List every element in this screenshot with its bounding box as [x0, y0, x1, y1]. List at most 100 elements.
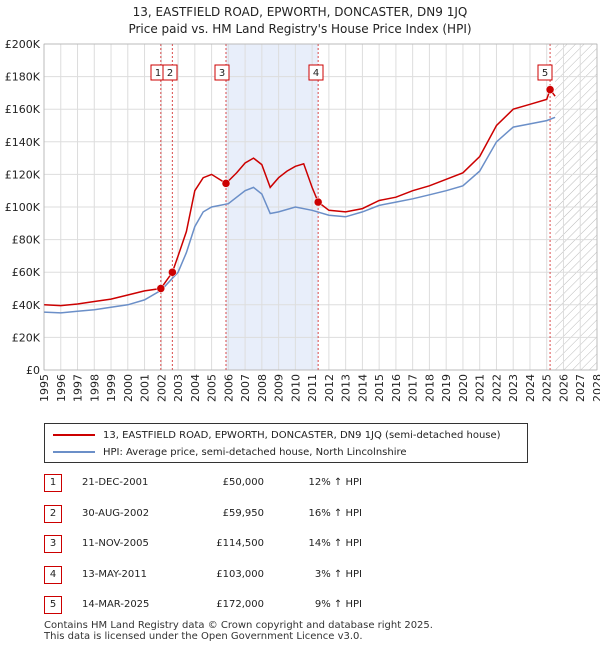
sale-number-box [214, 64, 230, 81]
sale-price: £50,000 [222, 477, 264, 488]
sale-row: 3 11-NOV-2005 £114,500 14% ↑ HPI [44, 535, 564, 553]
sale-hpi-change: 12% ↑ HPI [308, 477, 362, 488]
legend-swatch-hpi [53, 451, 95, 453]
x-tick-label: 1995 [38, 374, 51, 402]
sale-row: 2 30-AUG-2002 £59,950 16% ↑ HPI [44, 505, 564, 523]
sale-point [168, 268, 177, 277]
x-tick-label: 2020 [457, 374, 470, 402]
x-tick-label: 2006 [222, 374, 235, 402]
x-tick-label: 2025 [541, 374, 554, 402]
x-tick-label: 2003 [172, 374, 185, 402]
sale-price: £59,950 [222, 508, 264, 519]
x-tick-label: 2012 [323, 374, 336, 402]
y-tick-label: £60K [12, 266, 41, 279]
sale-point [156, 284, 166, 293]
y-tick-label: £0 [26, 364, 40, 377]
sale-date: 14-MAR-2025 [82, 599, 150, 610]
y-tick-label: £20K [12, 331, 41, 344]
y-tick-label: £40K [12, 299, 41, 312]
sale-price: £103,000 [216, 569, 264, 580]
x-tick-label: 2014 [356, 374, 369, 402]
sale-hpi-change: 3% ↑ HPI [314, 569, 362, 580]
sale-point [545, 85, 555, 94]
x-tick-label: 1996 [55, 374, 68, 402]
x-tick-label: 2000 [122, 374, 135, 402]
x-tick-label: 2027 [574, 374, 587, 402]
sale-price: £172,000 [216, 599, 264, 610]
x-tick-label: 1997 [72, 374, 85, 402]
sale-row: 1 21-DEC-2001 £50,000 12% ↑ HPI [44, 474, 564, 492]
sale-date: 13-MAY-2011 [82, 569, 148, 580]
x-tick-label: 2010 [289, 374, 302, 402]
price-chart: £0 £20K £40K £60K £80K £100K £120K £140K £160K £1… [5, 38, 600, 402]
plot-frame [43, 43, 598, 371]
sale-number-label: 3 [219, 68, 225, 79]
sale-number-label: 1 [155, 68, 161, 79]
sale-number: 4 [44, 566, 62, 584]
x-tick-label: 1999 [105, 374, 118, 402]
sale-number-label: 5 [542, 68, 548, 79]
sale-number: 5 [44, 596, 62, 614]
x-tick-label: 2001 [139, 374, 152, 402]
x-tick-label: 2017 [407, 374, 420, 402]
sale-number-box [162, 64, 178, 81]
y-tick-label: £180K [5, 71, 41, 84]
sale-date: 30-AUG-2002 [82, 508, 150, 519]
title-line-2: Price paid vs. HM Land Registry's House … [128, 22, 472, 36]
sale-number: 2 [44, 505, 62, 523]
sale-number-label: 2 [167, 68, 173, 79]
x-tick-label: 1998 [88, 374, 101, 402]
sale-hpi-change: 9% ↑ HPI [314, 599, 362, 610]
sale-point [221, 179, 231, 188]
x-tick-label: 2019 [440, 374, 453, 402]
legend: 13, EASTFIELD ROAD, EPWORTH, DONCASTER, … [44, 423, 528, 463]
legend-label-hpi: HPI: Average price, semi-detached house,… [103, 447, 407, 458]
x-tick-label: 2002 [155, 374, 168, 402]
y-tick-label: £140K [5, 136, 41, 149]
x-tick-label: 2009 [273, 374, 286, 402]
sale-hpi-change: 14% ↑ HPI [308, 538, 362, 549]
x-tick-label: 2004 [189, 374, 202, 402]
sale-number-box [537, 64, 553, 81]
x-tick-label: 2023 [507, 374, 520, 402]
x-tick-label: 2021 [474, 374, 487, 402]
x-tick-label: 2011 [306, 374, 319, 402]
sale-number-label: 4 [313, 68, 319, 79]
x-tick-label: 2016 [390, 374, 403, 402]
x-tick-label: 2015 [373, 374, 386, 402]
y-tick-label: £80K [12, 234, 41, 247]
legend-swatch-property [53, 434, 95, 436]
sale-number: 3 [44, 535, 62, 553]
legend-item-hpi: HPI: Average price, semi-detached house,… [53, 445, 407, 461]
sale-row: 4 13-MAY-2011 £103,000 3% ↑ HPI [44, 566, 564, 584]
x-tick-label: 2018 [423, 374, 436, 402]
y-tick-label: £100K [5, 201, 41, 214]
x-tick-label: 2008 [256, 374, 269, 402]
footer-licence: This data is licensed under the Open Gov… [44, 631, 363, 642]
y-tick-label: £160K [5, 103, 41, 116]
sale-price: £114,500 [216, 538, 264, 549]
legend-item-property: 13, EASTFIELD ROAD, EPWORTH, DONCASTER, … [53, 428, 501, 444]
sale-date: 11-NOV-2005 [82, 538, 149, 549]
title-line-1: 13, EASTFIELD ROAD, EPWORTH, DONCASTER, … [132, 5, 468, 19]
x-tick-label: 2024 [524, 374, 537, 402]
legend-label-property: 13, EASTFIELD ROAD, EPWORTH, DONCASTER, … [103, 430, 501, 441]
sale-number-box [308, 64, 324, 81]
sale-date: 21-DEC-2001 [82, 477, 149, 488]
y-tick-label: £120K [5, 168, 41, 181]
x-tick-label: 2028 [591, 374, 600, 402]
x-tick-label: 2013 [340, 374, 353, 402]
sale-row: 5 14-MAR-2025 £172,000 9% ↑ HPI [44, 596, 564, 614]
series-line-hpi [43, 116, 556, 314]
x-tick-label: 2022 [490, 374, 503, 402]
footer: Contains HM Land Registry data © Crown c… [44, 620, 433, 642]
sale-point [313, 197, 323, 207]
sale-hpi-change: 16% ↑ HPI [308, 508, 362, 519]
x-tick-label: 2007 [239, 374, 252, 402]
sale-number: 1 [44, 474, 62, 492]
x-tick-label: 2005 [206, 374, 219, 402]
x-tick-label: 2026 [557, 374, 570, 402]
chart-title: 13, EASTFIELD ROAD, EPWORTH, DONCASTER, … [0, 4, 600, 38]
y-tick-label: £200K [5, 38, 41, 51]
footer-copyright: Contains HM Land Registry data © Crown c… [44, 620, 433, 631]
